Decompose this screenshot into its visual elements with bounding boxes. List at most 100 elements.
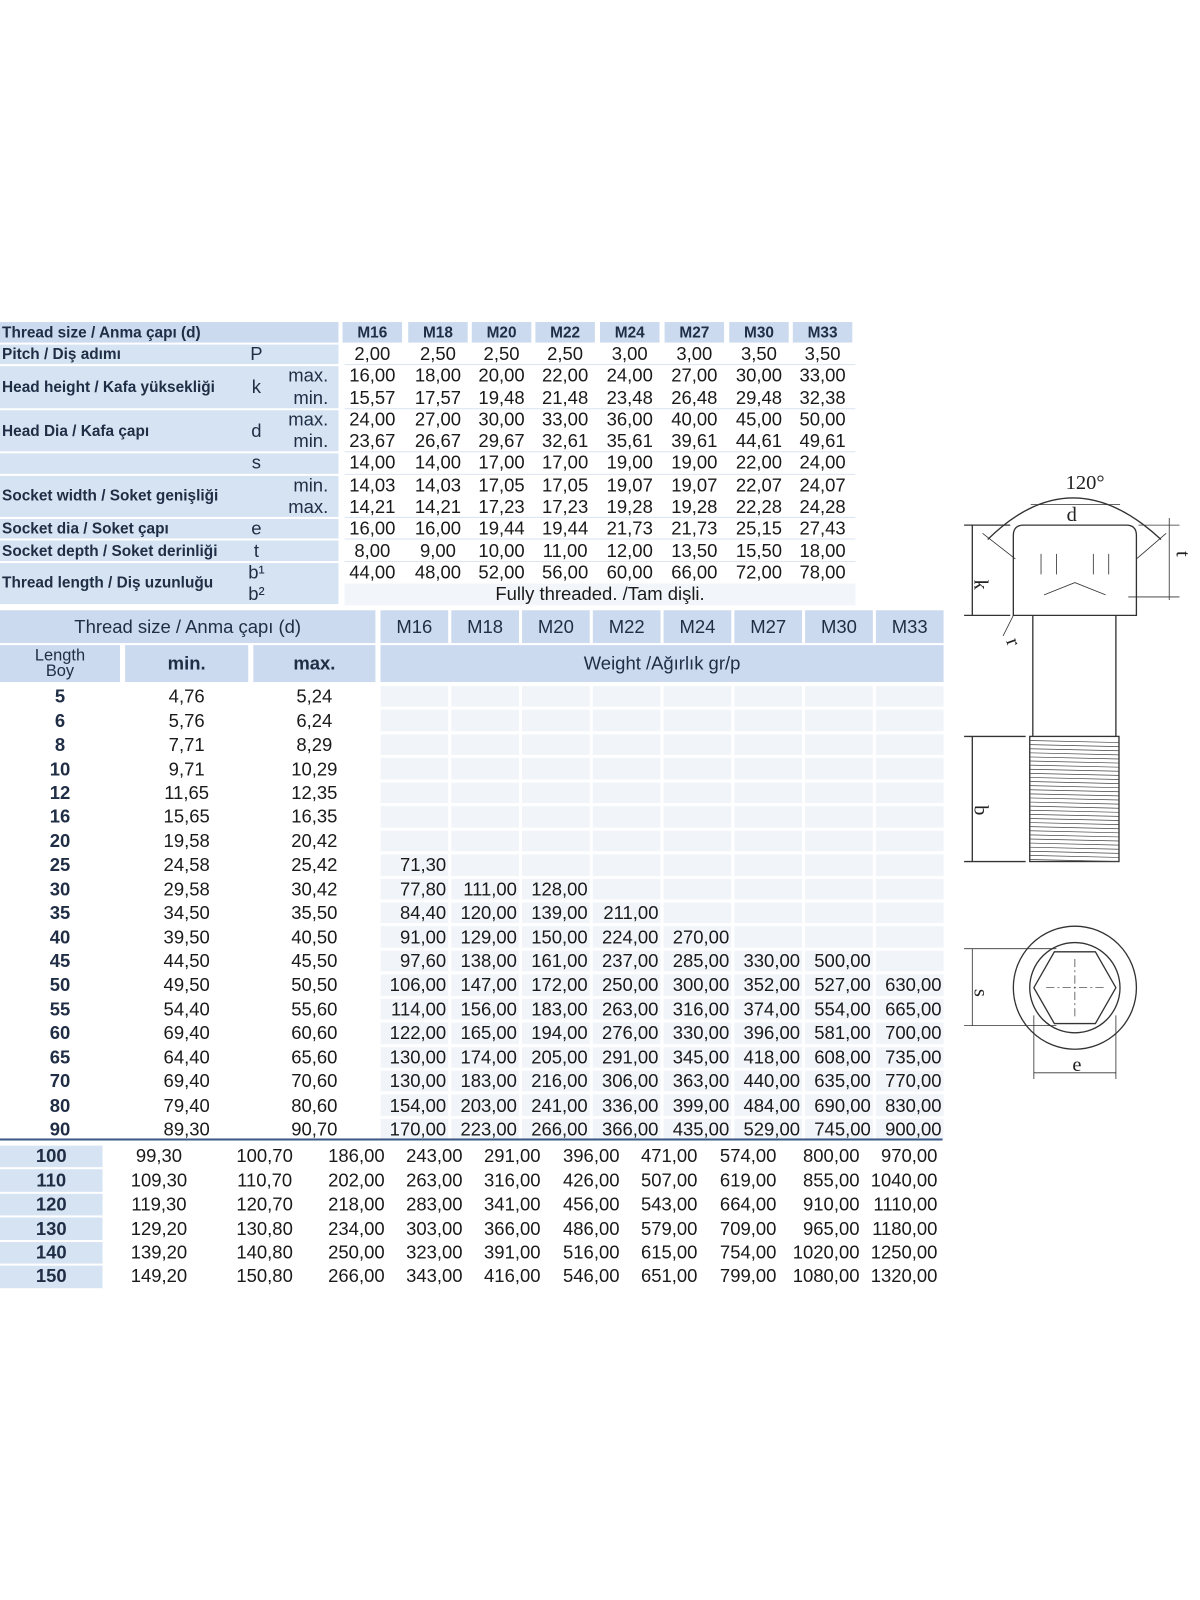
- min-cell: 29,58: [163, 878, 210, 900]
- value-cell: 19,07: [671, 474, 718, 496]
- weight-cell: 154,00: [389, 1095, 447, 1116]
- cell-bg: [734, 878, 803, 900]
- min-cell: 11,65: [164, 782, 210, 804]
- max-cell: 10,29: [291, 758, 338, 780]
- min-cell: 69,40: [163, 1022, 210, 1044]
- cell-bg: [734, 950, 803, 972]
- length-cell: 150: [0, 1265, 103, 1288]
- value-cell: 17,23: [478, 496, 525, 517]
- row-symbol: t: [253, 540, 259, 561]
- max-cell: 16,35: [291, 806, 338, 828]
- weight-cell: 291,00: [601, 1046, 659, 1068]
- min-cell: 24,58: [163, 854, 210, 876]
- cell-bg: [380, 734, 449, 756]
- weight-cell: 665,00: [885, 998, 942, 1020]
- weight-cell: 111,00: [463, 878, 517, 900]
- weight-cell: 1040,00: [870, 1169, 938, 1191]
- label-r: r: [1001, 635, 1024, 649]
- cell-bg: [522, 1118, 590, 1140]
- cell-bg: [451, 974, 519, 996]
- size-header: M27: [664, 322, 725, 343]
- weight-cell: 399,00: [672, 1095, 730, 1116]
- value-cell: 24,07: [799, 474, 846, 496]
- max-cell: 12,35: [291, 782, 338, 804]
- weight-cell: 266,00: [328, 1266, 385, 1287]
- cell-bg: [522, 998, 590, 1020]
- value-cell: 14,03: [414, 474, 462, 496]
- cell-bg: [875, 734, 944, 756]
- weight-cell: 276,00: [601, 1022, 659, 1044]
- weight-cell: 97,60: [399, 950, 447, 972]
- max-cell: 60,60: [291, 1022, 338, 1044]
- weight-cell: 900,00: [885, 1119, 942, 1140]
- value-cell: 12,00: [606, 540, 653, 561]
- row-label: Socket dia / Soket çapı: [0, 519, 339, 539]
- value-cell: 13,50: [671, 540, 718, 561]
- cell-bg: [875, 1094, 944, 1116]
- cell-bg: [805, 806, 873, 828]
- cell-bg: [522, 902, 590, 924]
- value-cell: 32,61: [542, 430, 589, 452]
- cell-bg: [734, 1094, 803, 1116]
- weight-cell: 500,00: [814, 950, 871, 972]
- cell-bg: [380, 1046, 449, 1068]
- cell-bg: [875, 1046, 944, 1068]
- weight-cell: 615,00: [640, 1242, 698, 1263]
- value-cell: 21,73: [606, 518, 653, 539]
- weight-cell: 234,00: [328, 1217, 385, 1239]
- weight-cell: 291,00: [484, 1145, 541, 1167]
- value-cell: 48,00: [414, 561, 462, 583]
- weight-cell: 574,00: [719, 1145, 777, 1167]
- weight-cell: 484,00: [743, 1095, 800, 1116]
- cell-bg: [380, 1118, 449, 1140]
- weight-cell: 114,00: [391, 998, 447, 1020]
- size-header: M20: [471, 322, 532, 343]
- cell-bg: [380, 998, 449, 1020]
- cell-bg: [663, 1070, 732, 1092]
- cell-bg: [380, 974, 449, 996]
- weight-cell: 709,00: [719, 1217, 777, 1239]
- length-cell: 25: [49, 854, 71, 876]
- cell-bg: [380, 710, 449, 732]
- weight-cell: 130,00: [389, 1071, 447, 1092]
- weight-cell: 554,00: [814, 998, 871, 1020]
- weight-cell: 205,00: [531, 1046, 588, 1068]
- weight-cell: 139,00: [531, 902, 588, 924]
- weight-cell: 330,00: [672, 1022, 730, 1044]
- cell-bg: [663, 1046, 732, 1068]
- size-header: M18: [451, 610, 519, 644]
- value-cell: 11,00: [542, 540, 588, 561]
- cell-bg: [592, 878, 661, 900]
- weight-cell: 416,00: [484, 1266, 541, 1287]
- value-cell: 24,28: [799, 496, 846, 517]
- weight-cell: 440,00: [743, 1071, 800, 1092]
- value-cell: 18,00: [799, 540, 846, 561]
- cell-bg: [451, 950, 519, 972]
- length-cell: 70: [49, 1071, 71, 1092]
- cell-bg: [592, 950, 661, 972]
- cell-bg: [451, 854, 519, 876]
- value-cell: 19,00: [606, 452, 653, 474]
- cell-bg: [522, 974, 590, 996]
- header-band: Thread size / Anma çapı (d): [0, 322, 339, 343]
- cell-bg: [451, 758, 519, 780]
- max-cell: 6,24: [296, 710, 333, 731]
- weight-cell: 165,00: [460, 1022, 517, 1044]
- length-header: Length Boy: [0, 645, 120, 683]
- min-cell: 34,50: [163, 902, 210, 924]
- value-cell: 56,00: [542, 561, 589, 583]
- value-cell: 29,48: [735, 387, 783, 408]
- value-cell: 23,48: [606, 387, 653, 408]
- max-cell: 130,80: [236, 1217, 293, 1239]
- value-cell: 3,50: [740, 343, 777, 365]
- weight-cell: 336,00: [601, 1095, 659, 1116]
- size-header: M27: [734, 610, 803, 644]
- length-cell: 130: [0, 1217, 103, 1240]
- weight-cell: 283,00: [406, 1193, 463, 1215]
- weight-cell: 1110,00: [873, 1193, 938, 1215]
- cell-bg: [734, 1022, 803, 1044]
- weight-cell: 619,00: [719, 1169, 777, 1191]
- weight-cell: 128,00: [531, 878, 588, 900]
- cell-bg: [522, 710, 590, 732]
- value-cell: 32,38: [799, 387, 846, 408]
